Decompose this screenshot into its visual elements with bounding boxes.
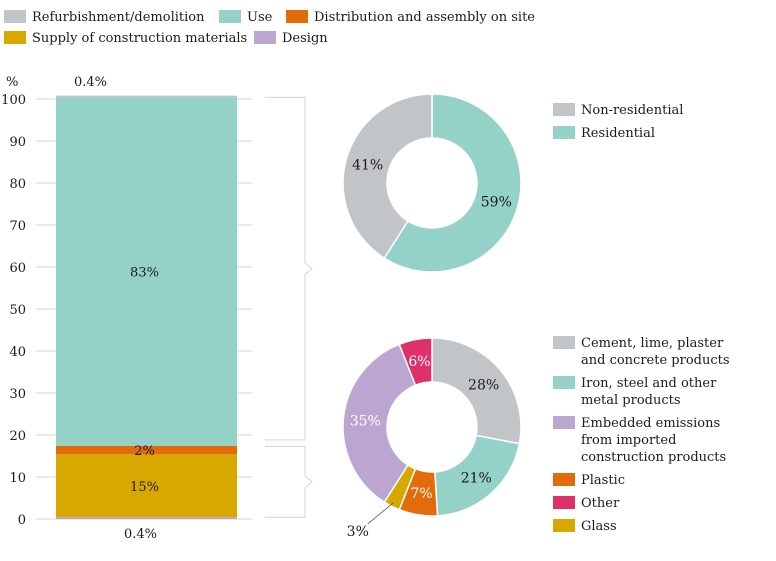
donut-slice xyxy=(342,93,433,260)
legend-label: Glass xyxy=(581,519,617,534)
legend-label: Use xyxy=(247,10,273,25)
materials-breakdown-legend: Cement, lime, plaster and concrete produc… xyxy=(553,336,730,534)
slice-label: 21% xyxy=(461,470,492,486)
legend-swatch xyxy=(286,10,308,23)
donut-slice xyxy=(383,93,522,273)
legend-label: Cement, lime, plaster xyxy=(581,336,724,351)
y-tick-label: 60 xyxy=(9,261,26,276)
legend-label: from imported xyxy=(581,433,676,448)
bar-segment-label: 2% xyxy=(134,444,155,459)
legend-label: Design xyxy=(282,31,328,46)
bar-segment xyxy=(56,517,237,519)
legend-label: Plastic xyxy=(581,473,625,488)
y-axis-unit-label: % xyxy=(6,75,18,90)
breakdown-brackets xyxy=(265,96,313,518)
use-breakdown-legend: Non-residential Residential xyxy=(553,103,683,141)
legend-label: Iron, steel and other xyxy=(581,376,717,391)
use-breakdown-donut: 59% 41% xyxy=(342,93,522,273)
y-tick-label: 90 xyxy=(9,135,26,150)
legend-label: Supply of construction materials xyxy=(32,31,247,46)
legend-swatch xyxy=(254,31,276,44)
legend-swatch xyxy=(553,126,575,139)
legend-label: Distribution and assembly on site xyxy=(314,10,535,25)
legend-label: construction products xyxy=(581,450,726,465)
legend-swatch xyxy=(4,10,26,23)
legend-swatch xyxy=(219,10,241,23)
slice-label: 3% xyxy=(347,524,369,540)
supply-bracket xyxy=(265,445,313,518)
legend-swatch xyxy=(553,473,575,486)
legend-swatch xyxy=(553,103,575,116)
y-tick-label: 30 xyxy=(9,387,26,402)
legend-swatch xyxy=(553,496,575,509)
top-legend: Refurbishment/demolition Use Distribution … xyxy=(4,10,535,46)
materials-breakdown-donut: 28% 21% 7% 3% 35% 6% xyxy=(342,337,522,540)
legend-swatch xyxy=(553,336,575,349)
donut-slice xyxy=(342,343,417,504)
legend-label: and concrete products xyxy=(581,353,730,368)
bar-segment-label: 15% xyxy=(130,480,159,495)
y-tick-label: 100 xyxy=(1,93,26,108)
legend-swatch xyxy=(553,376,575,389)
slice-label: 7% xyxy=(410,486,432,502)
y-tick-label: 10 xyxy=(9,471,26,486)
bar-labels: 0.4% 15% 2% 83% 0.4% xyxy=(74,75,159,542)
legend-label: Non-residential xyxy=(581,103,683,118)
bar-segment xyxy=(56,445,237,455)
y-tick-label: 50 xyxy=(9,303,26,318)
legend-swatch xyxy=(4,31,26,44)
use-bracket xyxy=(265,96,313,441)
slice-label: 28% xyxy=(468,377,499,393)
slice-label: 59% xyxy=(481,195,512,211)
y-tick-label: 20 xyxy=(9,429,26,444)
legend-label: metal products xyxy=(581,393,681,408)
donut-slice xyxy=(398,337,433,387)
bar-segment-label: 0.4% xyxy=(74,75,107,90)
legend-label: Other xyxy=(581,496,620,511)
slice-leader-line xyxy=(367,502,394,525)
bar-segment xyxy=(56,454,237,518)
slice-label: 41% xyxy=(352,157,383,173)
y-tick-label: 0 xyxy=(18,513,26,528)
y-tick-label: 80 xyxy=(9,177,26,192)
donut-slice xyxy=(431,337,522,445)
legend-label: Embedded emissions xyxy=(581,416,720,431)
y-tick-label: 40 xyxy=(9,345,26,360)
legend-label: Refurbishment/demolition xyxy=(32,10,205,25)
slice-label: 6% xyxy=(408,354,430,370)
legend-label: Residential xyxy=(581,126,655,141)
bar-segment xyxy=(56,97,237,446)
legend-swatch xyxy=(553,416,575,429)
bar-segment-label: 0.4% xyxy=(124,527,157,542)
y-tick-label: 70 xyxy=(9,219,26,234)
legend-swatch xyxy=(553,519,575,532)
bar-segment xyxy=(56,95,237,98)
slice-label: 35% xyxy=(350,414,381,430)
bar-segments xyxy=(56,95,237,519)
bar-segment-label: 83% xyxy=(130,266,159,281)
